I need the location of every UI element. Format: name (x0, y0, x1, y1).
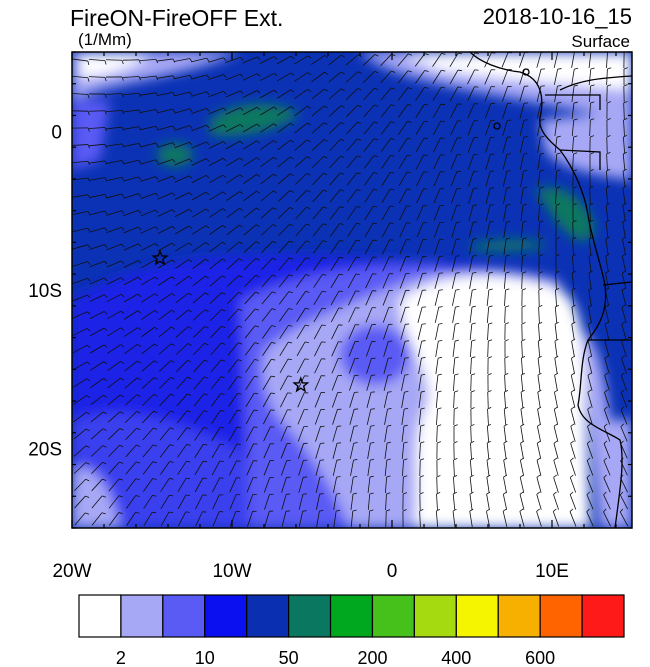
level-label: Surface (571, 32, 630, 51)
map-frame (71, 51, 633, 529)
colorbar-swatch (497, 594, 541, 638)
valid-time: 2018-10-16_15 (483, 4, 632, 29)
x-tick-label: 10W (212, 561, 251, 582)
star-marker-1 (151, 249, 169, 266)
y-tick-label: 10S (28, 281, 62, 302)
colorbar-label: 50 (279, 648, 299, 667)
colorbar-swatch (581, 594, 625, 638)
colorbar-swatch (288, 594, 332, 638)
colorbar-label: 600 (525, 648, 555, 667)
map-title: FireON-FireOFF Ext. (70, 5, 283, 31)
y-tick-label: 20S (28, 440, 62, 461)
coastline (469, 52, 632, 528)
star-marker-2 (292, 376, 310, 393)
star-markers (151, 249, 310, 393)
colorbar-swatch (329, 594, 374, 638)
colorbar-swatch (204, 594, 248, 638)
colorbar-swatch (413, 594, 457, 638)
map-panel (72, 52, 632, 528)
colorbar: 2 10 50 200 400 600 (78, 594, 625, 667)
colorbar-swatch (371, 594, 415, 638)
colorbar-swatch (78, 594, 122, 638)
y-tick-label: 0 (51, 122, 62, 143)
map-axes: 20W 10W 0 10E 0 10S 20S (28, 51, 632, 582)
x-tick-label: 0 (387, 561, 398, 582)
colorbar-swatch (539, 594, 583, 638)
units-label: (1/Mm) (78, 30, 132, 49)
colorbar-label: 400 (441, 648, 471, 667)
x-tick-label: 10E (535, 561, 569, 582)
colorbar-label: 10 (195, 648, 215, 667)
x-tick-label: 20W (52, 561, 91, 582)
colorbar-label: 200 (357, 648, 387, 667)
wind-barbs (72, 52, 629, 528)
colorbar-label: 2 (116, 648, 126, 667)
colorbar-swatch (455, 594, 499, 638)
colorbar-swatch (246, 594, 290, 638)
colorbar-swatch (162, 594, 206, 638)
colorbar-swatch (120, 594, 164, 638)
